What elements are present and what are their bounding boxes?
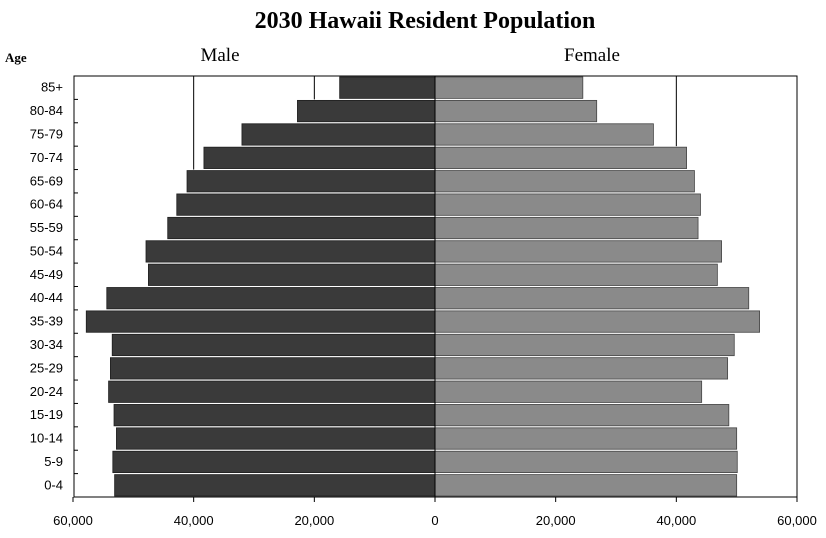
category-label: 80-84 <box>30 103 63 118</box>
category-label: 60-64 <box>30 197 63 212</box>
bar-male-70-74 <box>203 146 436 169</box>
bar-male-40-44 <box>106 287 436 310</box>
category-label: 20-24 <box>30 384 63 399</box>
x-tick-label: 40,000 <box>174 513 214 528</box>
y-axis-title: Age <box>5 50 27 65</box>
bar-female-20-24 <box>434 380 703 403</box>
bar-male-20-24 <box>108 380 436 403</box>
bar-male-60-64 <box>176 193 436 216</box>
bar-female-80-84 <box>434 99 598 123</box>
bar-male-75-79 <box>241 123 436 146</box>
category-label: 75-79 <box>30 126 63 141</box>
bar-male-15-19 <box>113 404 436 427</box>
category-label: 0-4 <box>44 477 63 492</box>
reference-lines <box>193 76 677 170</box>
category-label: 30-34 <box>30 337 63 352</box>
category-label: 15-19 <box>30 407 63 422</box>
bar-male-50-54 <box>145 240 436 263</box>
bar-female-5-9 <box>434 450 738 474</box>
category-label: 65-69 <box>30 173 63 188</box>
x-tick-label: 40,000 <box>656 513 696 528</box>
bars-group <box>85 76 760 497</box>
x-tick-label: 60,000 <box>777 513 817 528</box>
x-tick-label: 60,000 <box>53 513 93 528</box>
bar-female-40-44 <box>434 287 750 310</box>
bar-female-35-39 <box>434 310 760 333</box>
male-side-label: Male <box>200 45 239 66</box>
bar-female-70-74 <box>434 146 687 169</box>
category-label: 55-59 <box>30 220 63 235</box>
bar-female-45-49 <box>434 263 718 286</box>
female-side-label: Female <box>564 45 620 66</box>
bar-female-60-64 <box>434 193 701 216</box>
chart-title: 2030 Hawaii Resident Population <box>255 8 596 34</box>
bar-female-15-19 <box>434 404 730 427</box>
bar-female-25-29 <box>434 357 729 380</box>
category-label: 40-44 <box>30 290 63 305</box>
bar-male-55-59 <box>167 216 436 240</box>
category-label: 5-9 <box>44 454 63 469</box>
bar-male-30-34 <box>111 333 436 357</box>
category-label: 45-49 <box>30 267 63 282</box>
bar-female-0-4 <box>434 474 738 497</box>
category-label: 10-14 <box>30 431 63 446</box>
bar-female-10-14 <box>434 427 738 450</box>
bar-male-5-9 <box>112 450 436 474</box>
bar-female-55-59 <box>434 216 699 240</box>
bar-female-30-34 <box>434 333 735 357</box>
bar-female-50-54 <box>434 240 722 263</box>
category-label: 35-39 <box>30 314 63 329</box>
bar-male-35-39 <box>85 310 436 333</box>
bar-male-65-69 <box>186 170 436 193</box>
bar-female-65-69 <box>434 170 695 193</box>
bar-male-80-84 <box>297 99 436 123</box>
bar-female-75-79 <box>434 123 654 146</box>
bar-male-85+ <box>339 76 436 99</box>
x-tick-label: 0 <box>431 513 438 528</box>
category-label: 50-54 <box>30 243 63 258</box>
bar-female-85+ <box>434 76 584 99</box>
bar-male-25-29 <box>110 357 436 380</box>
category-label: 85+ <box>41 80 63 95</box>
bar-male-0-4 <box>114 474 436 497</box>
x-tick-label: 20,000 <box>536 513 576 528</box>
bar-male-10-14 <box>116 427 436 450</box>
bar-male-45-49 <box>148 263 436 286</box>
category-labels: 85+ 80-84 75-79 70-74 65-69 60-64 55-59 50-54 45… <box>30 75 78 492</box>
category-label: 70-74 <box>30 150 63 165</box>
category-label: 25-29 <box>30 360 63 375</box>
x-tick-label: 20,000 <box>294 513 334 528</box>
x-axis-ticks: 60,000 40,000 20,000 0 20,000 40,000 60,000 <box>53 497 817 528</box>
